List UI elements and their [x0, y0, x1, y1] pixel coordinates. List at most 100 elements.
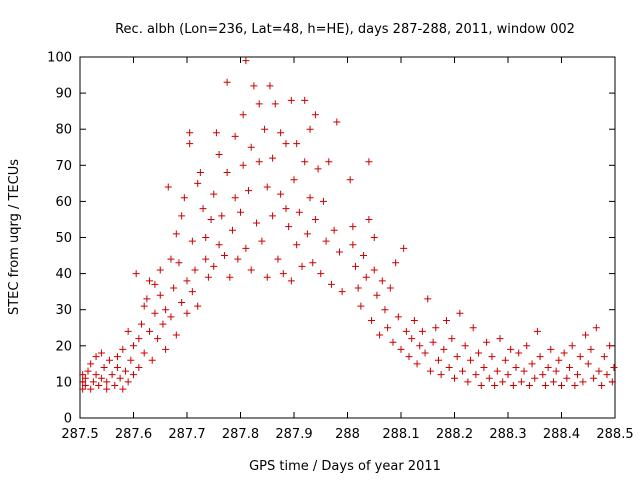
data-point	[239, 161, 247, 169]
data-point	[146, 277, 154, 285]
data-point	[440, 345, 448, 353]
data-point	[242, 244, 250, 252]
data-point	[156, 291, 164, 299]
data-point	[92, 353, 100, 361]
data-point	[178, 212, 186, 220]
data-point	[349, 241, 357, 249]
data-point	[167, 313, 175, 321]
data-point	[146, 327, 154, 335]
data-point	[287, 96, 295, 104]
data-point	[456, 309, 464, 317]
data-point	[154, 335, 162, 343]
data-point	[183, 277, 191, 285]
data-point	[159, 320, 167, 328]
data-point	[595, 367, 603, 375]
y-axis-label: STEC from uqrg / TECUs	[7, 159, 22, 315]
x-tick-label: 287.6	[115, 427, 152, 442]
data-point	[188, 237, 196, 245]
data-point	[319, 197, 327, 205]
data-point	[453, 353, 461, 361]
data-point	[293, 241, 301, 249]
data-point	[130, 371, 137, 379]
data-point	[79, 371, 87, 379]
data-point	[370, 266, 378, 274]
data-point	[349, 223, 357, 231]
data-point	[549, 378, 557, 386]
data-point	[560, 349, 568, 357]
y-axis: 0 10 20 30 40 50 60 70 80 90 100	[47, 51, 615, 427]
data-point	[354, 284, 362, 292]
data-point	[445, 363, 453, 371]
data-point	[247, 143, 255, 151]
data-point	[223, 78, 231, 86]
data-point	[459, 367, 467, 375]
data-point	[309, 259, 317, 267]
data-point	[376, 331, 384, 339]
data-point	[202, 255, 210, 263]
data-point	[135, 335, 143, 343]
data-point	[263, 273, 271, 281]
data-point	[392, 259, 400, 267]
data-point	[381, 306, 389, 314]
data-point	[287, 277, 295, 285]
data-point	[285, 223, 293, 231]
data-point	[223, 169, 231, 177]
data-point	[426, 367, 434, 375]
data-point	[362, 273, 370, 281]
data-point	[140, 349, 148, 357]
data-point	[81, 382, 89, 390]
data-point	[274, 255, 282, 263]
data-point	[434, 356, 442, 364]
data-point	[167, 255, 175, 263]
data-point	[451, 374, 458, 382]
chart-title: Rec. albh (Lon=236, Lat=48, h=HE), days …	[115, 22, 575, 37]
data-point	[515, 349, 523, 357]
data-point	[360, 252, 368, 260]
data-point	[587, 345, 595, 353]
data-point	[606, 342, 614, 350]
y-tick-label: 60	[55, 195, 72, 210]
data-point	[186, 140, 194, 148]
data-point	[523, 342, 531, 350]
data-point	[81, 374, 89, 382]
data-point	[135, 363, 143, 371]
data-point	[199, 205, 207, 213]
y-tick-label: 0	[64, 412, 72, 427]
data-point	[325, 158, 333, 166]
data-point	[544, 363, 552, 371]
data-point	[346, 176, 354, 184]
data-point	[571, 382, 579, 390]
data-point	[301, 158, 309, 166]
x-tick-label: 288.1	[382, 427, 419, 442]
data-point	[311, 111, 319, 119]
data-point	[188, 288, 196, 296]
data-point	[290, 176, 298, 184]
x-tick-label: 287.8	[222, 427, 259, 442]
data-point	[303, 230, 311, 238]
data-point	[488, 353, 496, 361]
data-point	[402, 327, 410, 335]
data-point	[170, 284, 178, 292]
data-point	[113, 353, 121, 361]
data-point	[277, 129, 285, 137]
y-tick-label: 10	[55, 375, 72, 390]
data-point	[228, 226, 236, 234]
data-point	[250, 82, 258, 90]
data-point	[183, 309, 191, 317]
data-point	[151, 280, 159, 288]
data-point	[95, 382, 103, 390]
data-point	[282, 140, 290, 148]
data-point	[255, 100, 263, 108]
y-tick-label: 40	[55, 267, 72, 282]
data-point	[263, 183, 271, 191]
data-point	[370, 234, 378, 241]
data-point	[405, 353, 413, 361]
data-point	[175, 259, 183, 267]
data-point	[87, 360, 95, 368]
data-point	[215, 241, 223, 249]
data-point	[242, 57, 250, 65]
y-tick-label: 100	[47, 51, 72, 66]
data-point	[483, 338, 491, 346]
data-point	[330, 226, 338, 234]
data-point	[162, 345, 170, 353]
